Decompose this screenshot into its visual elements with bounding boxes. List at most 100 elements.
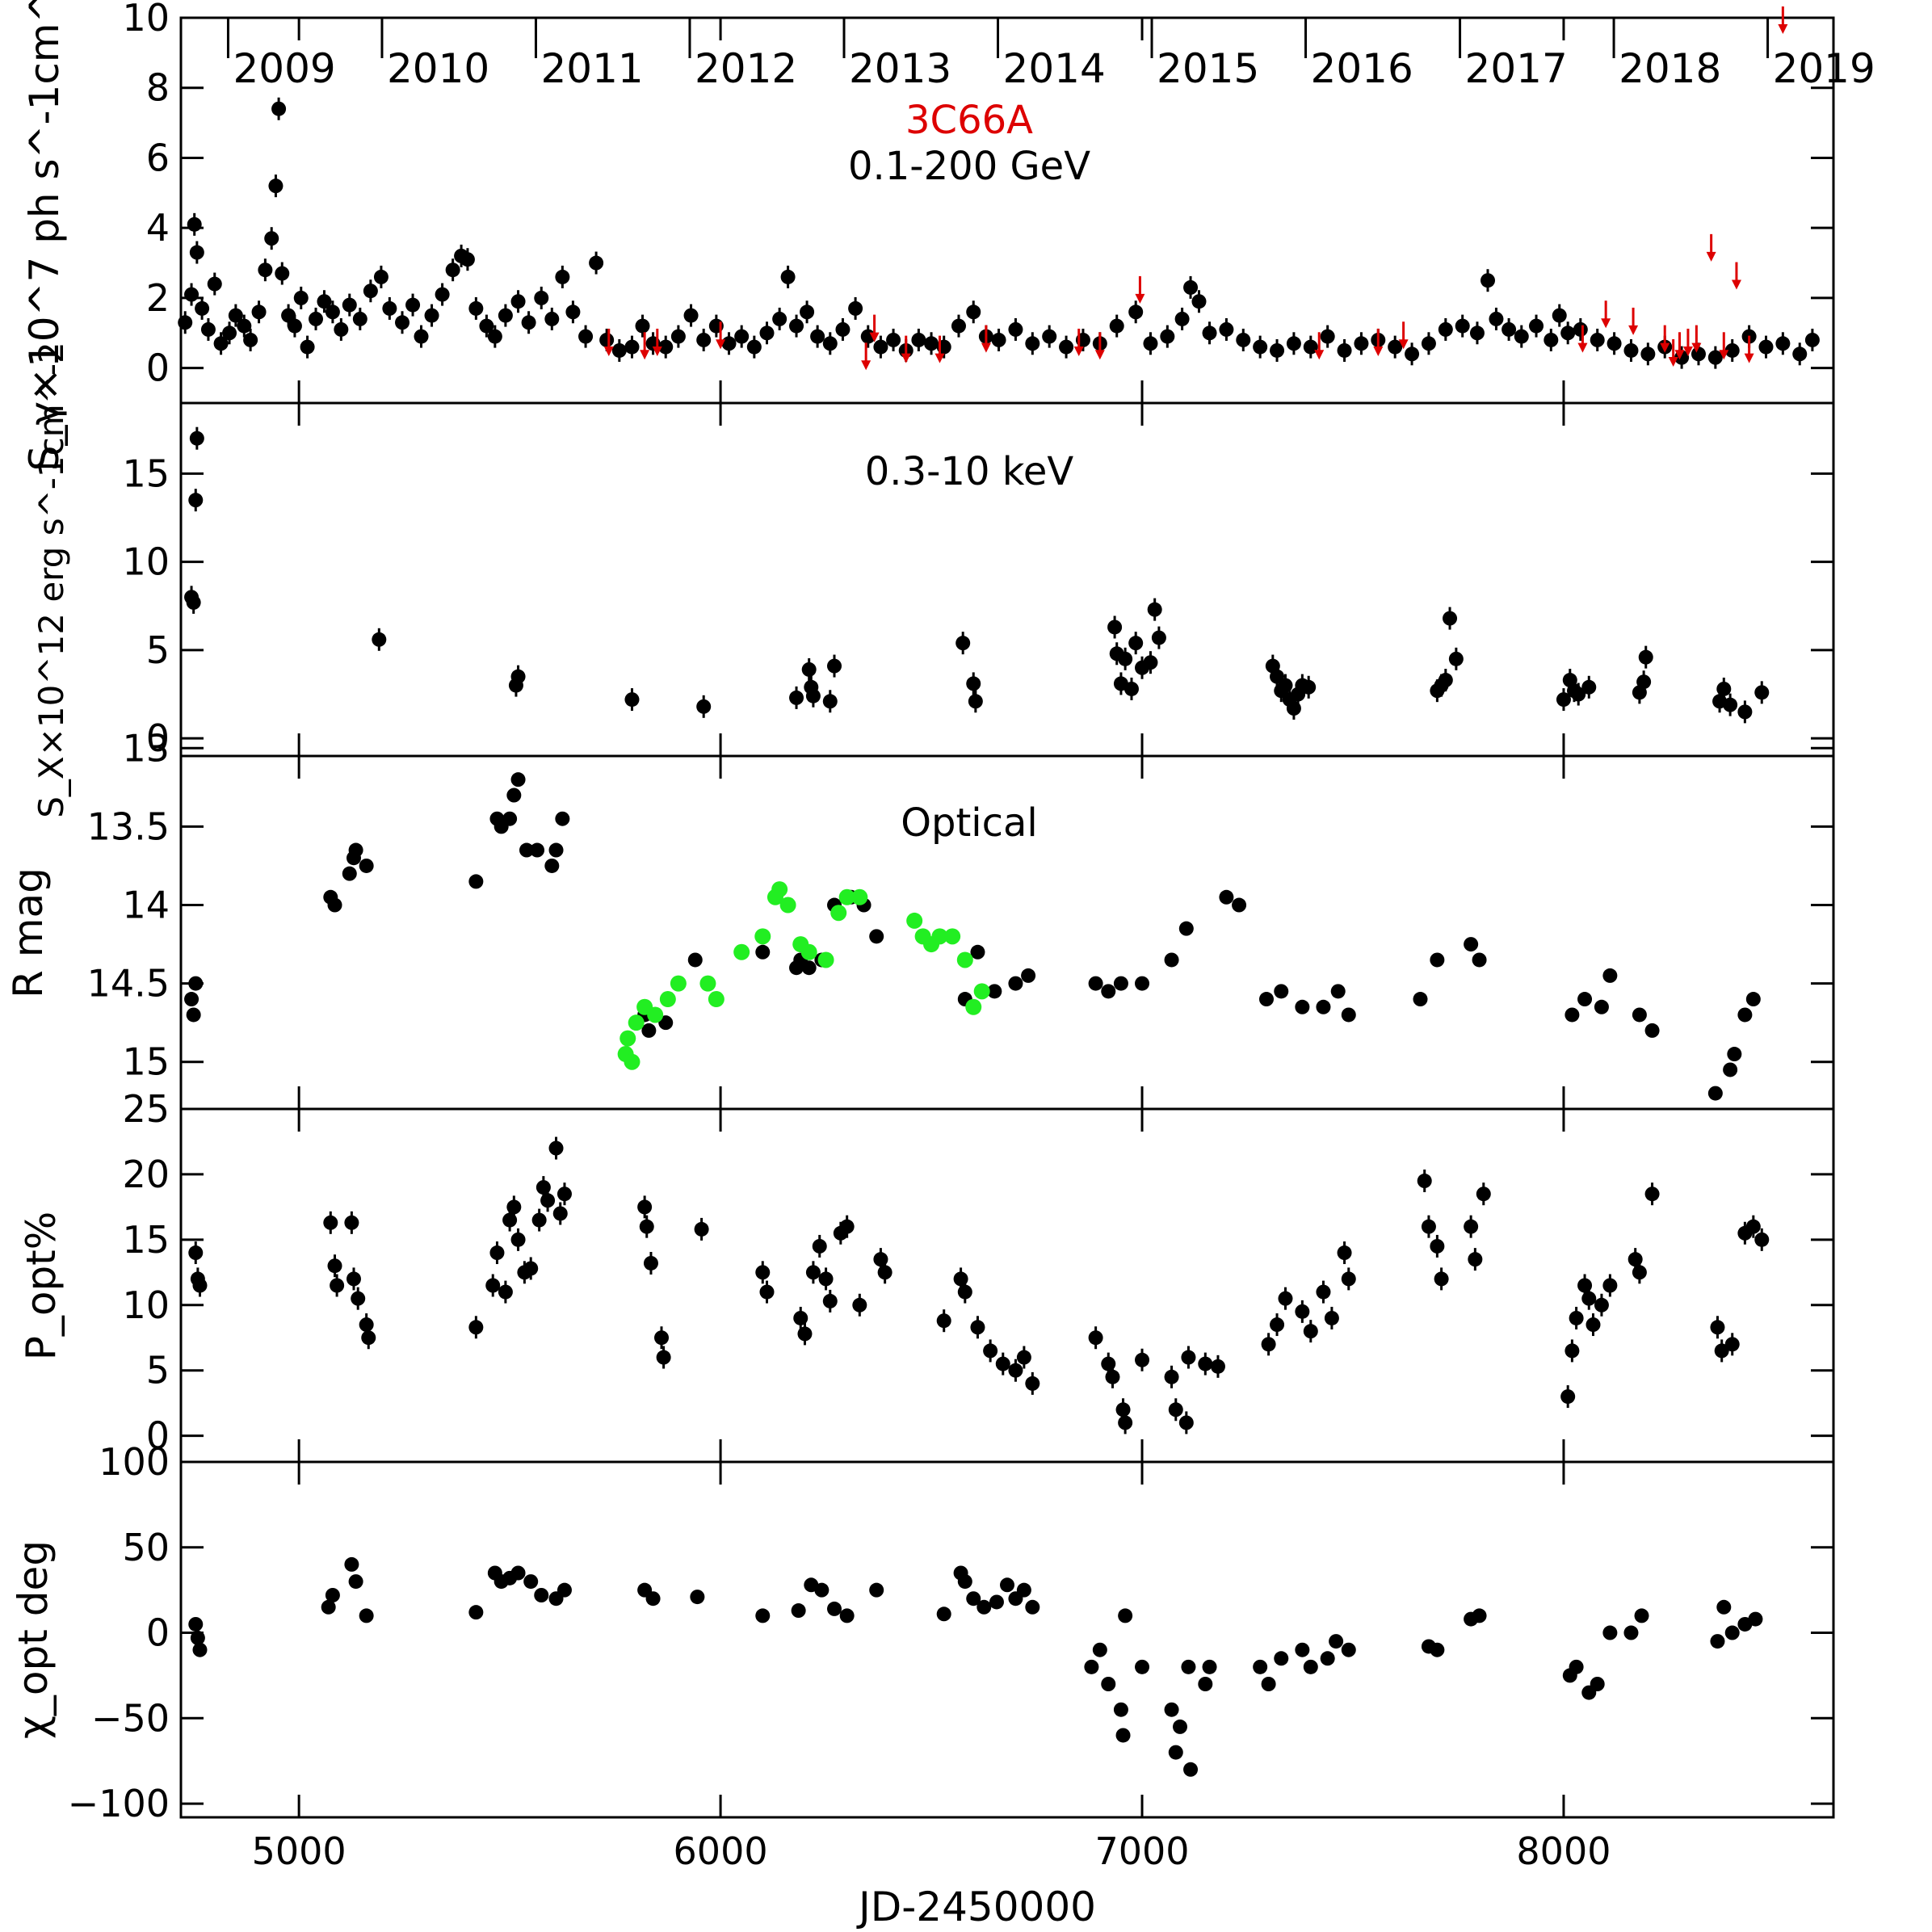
optical-y-tick-label: 13 bbox=[122, 726, 170, 770]
position_angle-data-point bbox=[1115, 1728, 1131, 1743]
polarization-data-point bbox=[1581, 1291, 1597, 1306]
optical-data-point bbox=[1472, 952, 1487, 968]
polarization-data-point bbox=[1602, 1278, 1618, 1293]
gamma-data-point bbox=[1421, 336, 1436, 351]
position_angle-data-point bbox=[1016, 1582, 1031, 1598]
polarization-data-point bbox=[1564, 1343, 1580, 1359]
optical-y-tick-label: 14 bbox=[122, 884, 170, 927]
xray-data-point bbox=[966, 676, 981, 691]
optical-data-point-alt bbox=[944, 928, 961, 945]
gamma-data-point bbox=[275, 266, 290, 281]
xray-data-point bbox=[956, 636, 971, 651]
position_angle-data-point bbox=[510, 1565, 526, 1581]
polarization-data-point bbox=[995, 1356, 1010, 1371]
optical-data-point-alt bbox=[754, 928, 771, 945]
gamma-data-point bbox=[911, 332, 926, 347]
polarization-data-point bbox=[1714, 1343, 1729, 1359]
polarization-y-tick-label: 25 bbox=[122, 1087, 170, 1131]
optical-data-point bbox=[1232, 897, 1247, 913]
optical-data-point-alt bbox=[779, 897, 796, 914]
position_angle-data-point bbox=[1000, 1577, 1014, 1593]
xray-data-point bbox=[789, 690, 804, 705]
polarization-data-point bbox=[1164, 1369, 1179, 1384]
polarization-data-point bbox=[1168, 1402, 1183, 1418]
polarization-y-axis-label: P_opt% bbox=[18, 1212, 65, 1361]
position_angle-data-point bbox=[1748, 1611, 1763, 1627]
optical-data-point bbox=[755, 944, 771, 960]
polarization-data-point bbox=[327, 1258, 342, 1274]
gamma-data-point bbox=[624, 339, 640, 355]
gamma-data-point bbox=[1174, 311, 1190, 326]
polarization-data-point bbox=[1337, 1245, 1352, 1261]
optical-data-point-alt bbox=[956, 951, 973, 968]
position_angle-data-point bbox=[1183, 1762, 1199, 1777]
gamma-data-point bbox=[1552, 308, 1567, 323]
gamma-data-point bbox=[1143, 336, 1158, 351]
gamma-data-point bbox=[1560, 326, 1576, 341]
gamma-data-point bbox=[1529, 318, 1544, 334]
gamma-data-point bbox=[187, 216, 202, 232]
x-tick-label: 6000 bbox=[674, 1829, 768, 1873]
polarization-data-point bbox=[1025, 1376, 1040, 1391]
polarization-data-point bbox=[1341, 1271, 1356, 1287]
gamma-data-point bbox=[780, 269, 796, 284]
position_angle-y-tick-label: −100 bbox=[68, 1782, 170, 1825]
gamma-data-point bbox=[189, 245, 204, 260]
position_angle-data-point bbox=[1198, 1677, 1213, 1691]
position_angle-data-point bbox=[989, 1594, 1004, 1610]
optical-data-point bbox=[987, 984, 1002, 999]
optical-y-axis-label: R mag bbox=[5, 867, 52, 998]
optical-data-point-alt bbox=[628, 1014, 645, 1031]
optical-data-point-alt bbox=[838, 888, 855, 905]
optical-data-point-alt bbox=[830, 905, 847, 922]
optical-data-point bbox=[1430, 952, 1445, 968]
position_angle-data-point bbox=[188, 1616, 204, 1632]
polarization-data-point bbox=[797, 1326, 813, 1342]
gamma-upper-limit-arrow bbox=[1577, 342, 1588, 353]
gamma-data-point bbox=[1544, 332, 1559, 347]
polarization-data-point bbox=[361, 1330, 376, 1346]
polarization-data-point bbox=[510, 1232, 526, 1247]
polarization-data-point bbox=[970, 1320, 985, 1335]
polarization-data-point bbox=[1434, 1271, 1449, 1287]
gamma-data-point bbox=[309, 311, 324, 326]
gamma-upper-limit-arrow bbox=[1073, 346, 1084, 356]
position_angle-data-point bbox=[869, 1582, 884, 1598]
position_angle-data-point bbox=[936, 1606, 951, 1622]
gamma-data-point bbox=[822, 336, 838, 351]
polarization-data-point bbox=[936, 1313, 951, 1329]
polarization-data-point bbox=[552, 1206, 568, 1221]
gamma-upper-limit-arrow bbox=[716, 339, 726, 350]
position_angle-data-point bbox=[321, 1599, 336, 1615]
polarization-data-point bbox=[1088, 1330, 1103, 1346]
gamma-data-point bbox=[382, 300, 397, 316]
position_angle-data-point bbox=[1084, 1659, 1099, 1674]
gamma-panel-title: 0.1-200 GeV bbox=[848, 144, 1090, 189]
gamma-data-point bbox=[510, 294, 526, 309]
gamma-upper-limit-arrow bbox=[1314, 350, 1325, 360]
position_angle-data-point bbox=[1590, 1677, 1605, 1691]
optical-data-point-alt bbox=[733, 943, 750, 960]
optical-data-point bbox=[510, 772, 526, 788]
gamma-upper-limit-arrow bbox=[603, 346, 614, 356]
gamma-data-point bbox=[810, 329, 825, 344]
polarization-data-point bbox=[1324, 1310, 1339, 1325]
optical-data-point bbox=[1632, 1007, 1647, 1023]
optical-data-point-alt bbox=[931, 928, 948, 945]
polarization-data-point bbox=[468, 1320, 484, 1335]
optical-data-point bbox=[970, 944, 985, 960]
gamma-data-point bbox=[1183, 279, 1199, 295]
gamma-upper-limit-arrow bbox=[1601, 318, 1611, 329]
polarization-data-point bbox=[812, 1238, 827, 1254]
gamma-data-point bbox=[268, 178, 284, 194]
gamma-data-point bbox=[237, 318, 252, 334]
polarization-data-point bbox=[1421, 1219, 1436, 1234]
xray-data-point bbox=[1301, 679, 1317, 695]
year-label: 2014 bbox=[1003, 45, 1106, 92]
position-angle-panel-frame bbox=[179, 1460, 1835, 1819]
position_angle-data-point bbox=[348, 1574, 363, 1590]
gamma-data-point bbox=[395, 315, 410, 330]
optical-data-point bbox=[1258, 992, 1274, 1007]
polarization-data-point bbox=[1710, 1320, 1725, 1335]
optical-y-tick-label: 15 bbox=[122, 1040, 170, 1084]
